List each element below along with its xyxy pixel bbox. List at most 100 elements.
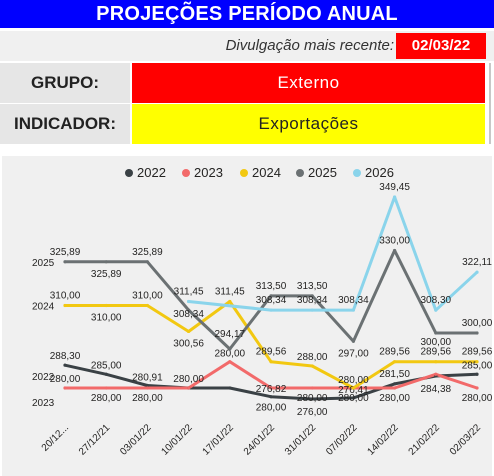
data-label-2026: 308,34: [297, 295, 328, 306]
data-point-2024: [269, 360, 273, 364]
data-label-2025: 330,00: [379, 236, 410, 247]
data-point-2024: [104, 303, 108, 308]
data-label-2025: 325,89: [91, 269, 122, 280]
data-label-2022: 288,30: [50, 351, 81, 362]
x-tick-label: 07/02/22: [324, 422, 360, 458]
data-point-2023: [63, 386, 67, 390]
data-label-2022: 281,50: [379, 369, 410, 380]
legend-label-2026: 2026: [365, 165, 394, 180]
indicator-label: INDICADOR:: [0, 104, 130, 144]
divider: [489, 63, 491, 144]
legend-marker-2023: [182, 169, 190, 177]
data-point-2022: [351, 396, 355, 400]
data-label-2025: 300,00: [421, 337, 452, 348]
data-label-2023: 280,00: [215, 349, 246, 360]
data-point-2024: [475, 360, 479, 364]
data-label-2023: 280,00: [462, 393, 492, 404]
data-label-2022: 280,00: [256, 403, 287, 414]
data-point-2023: [104, 386, 108, 390]
data-point-2023: [228, 360, 232, 364]
row-label-2024: 2024: [32, 302, 55, 313]
data-label-2024: 311,45: [215, 287, 245, 298]
data-label-2024: 280,00: [338, 375, 369, 386]
page-title: PROJEÇÕES PERÍODO ANUAL: [0, 0, 494, 28]
data-point-2022: [145, 383, 149, 388]
data-label-2025: 294,17: [215, 329, 246, 340]
data-point-2025: [393, 248, 397, 253]
data-label-2026: 311,45: [174, 287, 204, 298]
data-point-2024: [228, 299, 232, 304]
data-label-2024: 310,00: [91, 313, 122, 324]
data-label-2024: 310,00: [50, 291, 81, 302]
data-label-2025: 300,00: [462, 318, 492, 329]
data-point-2026: [310, 308, 314, 312]
data-point-2022: [228, 386, 232, 390]
data-label-2025: 325,89: [132, 247, 163, 258]
data-point-2026: [434, 308, 438, 312]
data-point-2026: [475, 270, 479, 274]
data-point-2022: [393, 382, 397, 386]
data-label-2026: 322,11: [462, 257, 492, 268]
data-point-2024: [393, 360, 397, 364]
data-label-2022: 276,41: [338, 385, 369, 396]
data-label-2025: 313,50: [256, 281, 287, 292]
data-point-2022: [475, 372, 479, 376]
indicator-selector[interactable]: Exportações: [132, 104, 485, 144]
data-point-2024: [310, 364, 314, 368]
data-point-2022: [310, 397, 314, 401]
data-label-2022: 280,91: [132, 372, 163, 383]
group-selector[interactable]: Externo: [132, 63, 485, 103]
data-label-2022: 280,00: [173, 374, 204, 385]
release-date-badge: 02/03/22: [396, 33, 486, 59]
data-label-2023: 280,00: [91, 393, 122, 404]
data-point-2025: [475, 331, 479, 335]
data-point-2025: [63, 260, 67, 264]
data-point-2023: [434, 372, 438, 376]
data-label-2024: 289,56: [421, 347, 452, 358]
data-label-2023: 280,00: [297, 393, 328, 404]
data-label-2023: 276,82: [256, 384, 287, 395]
data-point-2022: [63, 363, 67, 367]
data-point-2025: [269, 294, 273, 298]
data-label-2022: 284,38: [421, 384, 452, 395]
series-line-2024: [63, 300, 479, 390]
row-label-2025: 2025: [32, 258, 55, 269]
legend-marker-2024: [240, 169, 248, 177]
x-tick-label: 17/01/22: [201, 422, 237, 458]
data-label-2026: 308,34: [256, 295, 287, 306]
data-point-2025: [434, 331, 438, 335]
data-label-2024: 310,00: [132, 291, 163, 302]
group-label: GRUPO:: [0, 63, 130, 103]
data-label-2024: 300,56: [173, 338, 204, 349]
data-point-2025: [351, 339, 355, 343]
data-point-2023: [393, 386, 397, 390]
release-info-row: Divulgação mais recente: 02/03/22: [0, 31, 494, 61]
data-label-2025: 325,89: [50, 247, 81, 258]
data-label-2025: 308,34: [173, 309, 204, 320]
legend-marker-2025: [296, 169, 304, 177]
row-label-2022: 2022: [32, 372, 55, 383]
data-point-2022: [104, 372, 108, 376]
release-label: Divulgação mais recente:: [225, 37, 394, 54]
x-tick-label: 31/01/22: [283, 422, 319, 458]
data-label-2024: 288,00: [297, 352, 328, 363]
data-point-2026: [393, 195, 397, 199]
data-label-2024: 289,56: [256, 347, 287, 358]
data-label-2023: 280,00: [132, 393, 163, 404]
data-point-2025: [228, 347, 232, 351]
data-label-2026: 308,30: [421, 295, 452, 306]
data-point-2025: [310, 294, 314, 298]
data-label-2024: 289,56: [462, 347, 492, 358]
data-label-2022: 276,00: [297, 407, 328, 418]
data-label-2023: 280,00: [50, 374, 81, 385]
data-point-2024: [145, 303, 149, 308]
legend-marker-2022: [125, 169, 133, 177]
data-point-2026: [269, 308, 273, 312]
legend-label-2022: 2022: [137, 165, 166, 180]
data-point-2022: [269, 395, 273, 399]
row-label-2023: 2023: [32, 398, 55, 409]
data-label-2023: 280,00: [338, 393, 369, 404]
projection-chart-panel: 2022 2023 2024 2025 2026 2025 2024 2022 2023 288,…: [2, 156, 492, 476]
legend-label-2024: 2024: [252, 165, 281, 180]
data-label-2026: 308,34: [338, 295, 369, 306]
